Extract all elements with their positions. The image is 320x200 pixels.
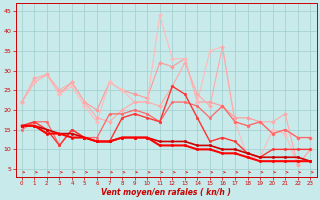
X-axis label: Vent moyen/en rafales ( kn/h ): Vent moyen/en rafales ( kn/h ) [101, 188, 231, 197]
